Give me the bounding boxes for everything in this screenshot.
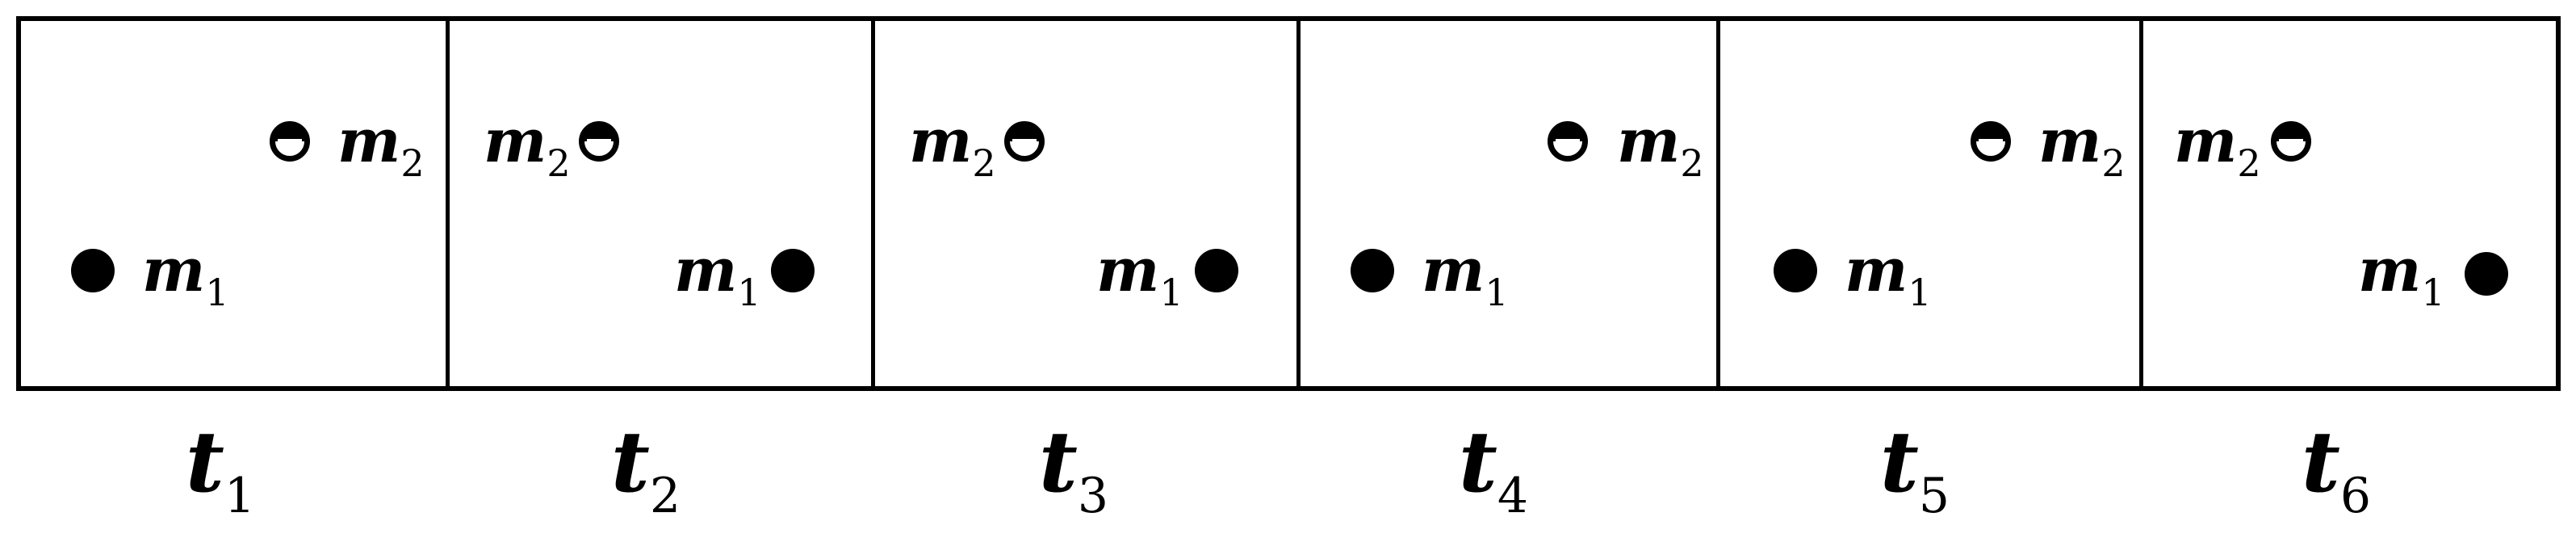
mass-1-icon — [1774, 249, 1817, 292]
frame-2: m2 m1 — [446, 21, 871, 386]
time-label-1: t1 — [185, 412, 256, 525]
mass-1-icon — [71, 249, 115, 292]
mass-2-icon — [270, 121, 310, 162]
mass-2-label: m2 — [484, 107, 571, 185]
mass-1-label: m1 — [142, 236, 229, 314]
frame-5: m2 m1 — [1716, 21, 2139, 386]
mass-2-label: m2 — [2038, 107, 2126, 185]
mass-2-label: m2 — [2174, 107, 2261, 185]
frame-1: m2 m1 — [21, 21, 446, 386]
mass-2-icon — [1971, 121, 2011, 162]
mass-1-label: m1 — [1422, 236, 1509, 314]
frame-6: m2 m1 — [2139, 21, 2556, 386]
mass-2-icon — [1548, 121, 1588, 162]
mass-1-label: m1 — [1845, 236, 1932, 314]
mass-1-label: m1 — [674, 236, 761, 314]
mass-2-icon — [2271, 121, 2311, 162]
time-label-5: t5 — [1879, 412, 1950, 525]
mass-1-icon — [1195, 249, 1238, 292]
time-label-6: t6 — [2301, 412, 2372, 525]
mass-2-label: m2 — [909, 107, 996, 185]
mass-2-icon — [579, 121, 619, 162]
mass-1-label: m1 — [1096, 236, 1183, 314]
mass-1-icon — [771, 249, 815, 292]
mass-2-label: m2 — [337, 107, 425, 185]
time-label-2: t2 — [610, 412, 681, 525]
frame-3: m2 m1 — [871, 21, 1296, 386]
time-label-3: t3 — [1038, 412, 1109, 525]
mass-1-icon — [2465, 252, 2508, 296]
mass-2-icon — [1004, 121, 1045, 162]
mass-1-icon — [1351, 249, 1394, 292]
frame-strip: m2 m1 m2 m1 m2 m1 m2 m1 m2 m1 m2 m1 — [16, 16, 2561, 391]
time-label-4: t4 — [1458, 412, 1529, 525]
frame-4: m2 m1 — [1296, 21, 1716, 386]
mass-1-label: m1 — [2358, 236, 2445, 314]
mass-2-label: m2 — [1617, 107, 1704, 185]
